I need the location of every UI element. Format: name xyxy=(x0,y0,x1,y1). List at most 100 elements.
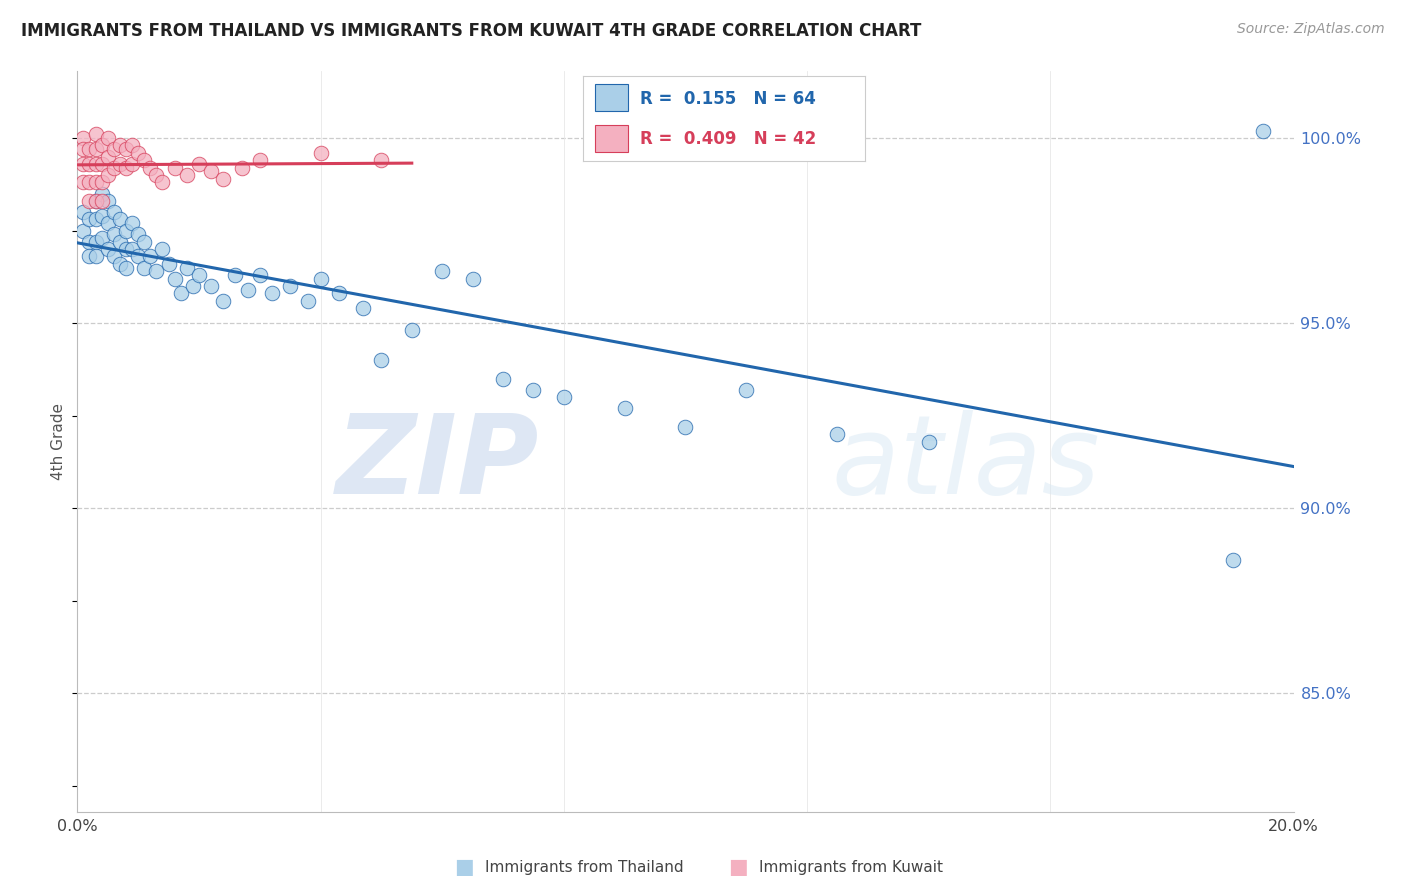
Point xyxy=(297,293,319,308)
Point xyxy=(163,271,186,285)
Point xyxy=(127,249,149,263)
Point xyxy=(108,212,131,227)
Text: IMMIGRANTS FROM THAILAND VS IMMIGRANTS FROM KUWAIT 4TH GRADE CORRELATION CHART: IMMIGRANTS FROM THAILAND VS IMMIGRANTS F… xyxy=(21,22,921,40)
Point xyxy=(97,216,120,230)
Point xyxy=(236,283,259,297)
Point xyxy=(103,161,125,175)
Point xyxy=(370,353,392,368)
Point xyxy=(90,231,112,245)
Point xyxy=(827,427,849,442)
Point xyxy=(115,223,138,237)
Point xyxy=(115,260,138,275)
Text: R =  0.155   N = 64: R = 0.155 N = 64 xyxy=(640,90,815,108)
Point xyxy=(84,235,107,249)
Point xyxy=(328,286,350,301)
Point xyxy=(90,157,112,171)
Point xyxy=(97,242,120,256)
Point xyxy=(145,168,167,182)
Point xyxy=(90,138,112,153)
Point xyxy=(84,194,107,208)
Point xyxy=(134,235,156,249)
Point xyxy=(152,242,174,256)
Point xyxy=(108,257,131,271)
Point xyxy=(84,175,107,189)
Point xyxy=(163,161,186,175)
Point xyxy=(79,194,101,208)
Point xyxy=(200,279,222,293)
Text: ZIP: ZIP xyxy=(336,410,540,517)
Point xyxy=(127,145,149,160)
Point xyxy=(121,138,143,153)
Bar xyxy=(595,85,628,112)
Point xyxy=(176,168,198,182)
Point xyxy=(72,175,94,189)
Text: Immigrants from Kuwait: Immigrants from Kuwait xyxy=(759,860,943,874)
Point xyxy=(103,205,125,219)
Point xyxy=(139,161,162,175)
Point xyxy=(84,157,107,171)
Point xyxy=(145,264,167,278)
Point xyxy=(249,268,271,282)
Point xyxy=(72,223,94,237)
Point xyxy=(103,227,125,242)
Point xyxy=(224,268,246,282)
Point xyxy=(90,209,112,223)
Point xyxy=(278,279,301,293)
Point xyxy=(84,212,107,227)
Point xyxy=(79,212,101,227)
Point xyxy=(121,242,143,256)
Point xyxy=(84,249,107,263)
Point xyxy=(134,260,156,275)
Point xyxy=(79,157,101,171)
Text: Source: ZipAtlas.com: Source: ZipAtlas.com xyxy=(1237,22,1385,37)
Point xyxy=(1222,553,1244,567)
Point xyxy=(139,249,162,263)
Point xyxy=(97,149,120,163)
Point xyxy=(108,157,131,171)
Point xyxy=(97,168,120,182)
Point xyxy=(103,249,125,263)
Point xyxy=(212,293,235,308)
Point xyxy=(115,161,138,175)
Point xyxy=(79,142,101,156)
Point xyxy=(90,194,112,208)
Point xyxy=(170,286,193,301)
Point xyxy=(309,271,332,285)
Point xyxy=(108,138,131,153)
Point xyxy=(432,264,454,278)
Point xyxy=(72,131,94,145)
Text: ■: ■ xyxy=(728,857,748,877)
Point xyxy=(90,175,112,189)
Point xyxy=(157,257,180,271)
Point xyxy=(188,268,211,282)
Point xyxy=(1251,123,1274,137)
Point xyxy=(90,186,112,201)
Point xyxy=(231,161,253,175)
Point xyxy=(613,401,636,416)
Point xyxy=(918,434,941,449)
Point xyxy=(492,371,515,385)
Point xyxy=(115,242,138,256)
Point xyxy=(79,175,101,189)
Point xyxy=(553,390,575,404)
Text: R =  0.409   N = 42: R = 0.409 N = 42 xyxy=(640,129,815,147)
Point xyxy=(115,142,138,156)
Point xyxy=(309,145,332,160)
Point xyxy=(121,157,143,171)
Point xyxy=(176,260,198,275)
Text: atlas: atlas xyxy=(831,410,1099,517)
Point xyxy=(72,157,94,171)
Point xyxy=(352,301,374,316)
Point xyxy=(84,142,107,156)
Point xyxy=(134,153,156,168)
Text: ■: ■ xyxy=(454,857,474,877)
Point xyxy=(121,216,143,230)
Point xyxy=(461,271,484,285)
Point xyxy=(370,153,392,168)
Point xyxy=(79,249,101,263)
Point xyxy=(84,194,107,208)
Point xyxy=(181,279,204,293)
Point xyxy=(735,383,758,397)
Point xyxy=(127,227,149,242)
Point xyxy=(260,286,283,301)
